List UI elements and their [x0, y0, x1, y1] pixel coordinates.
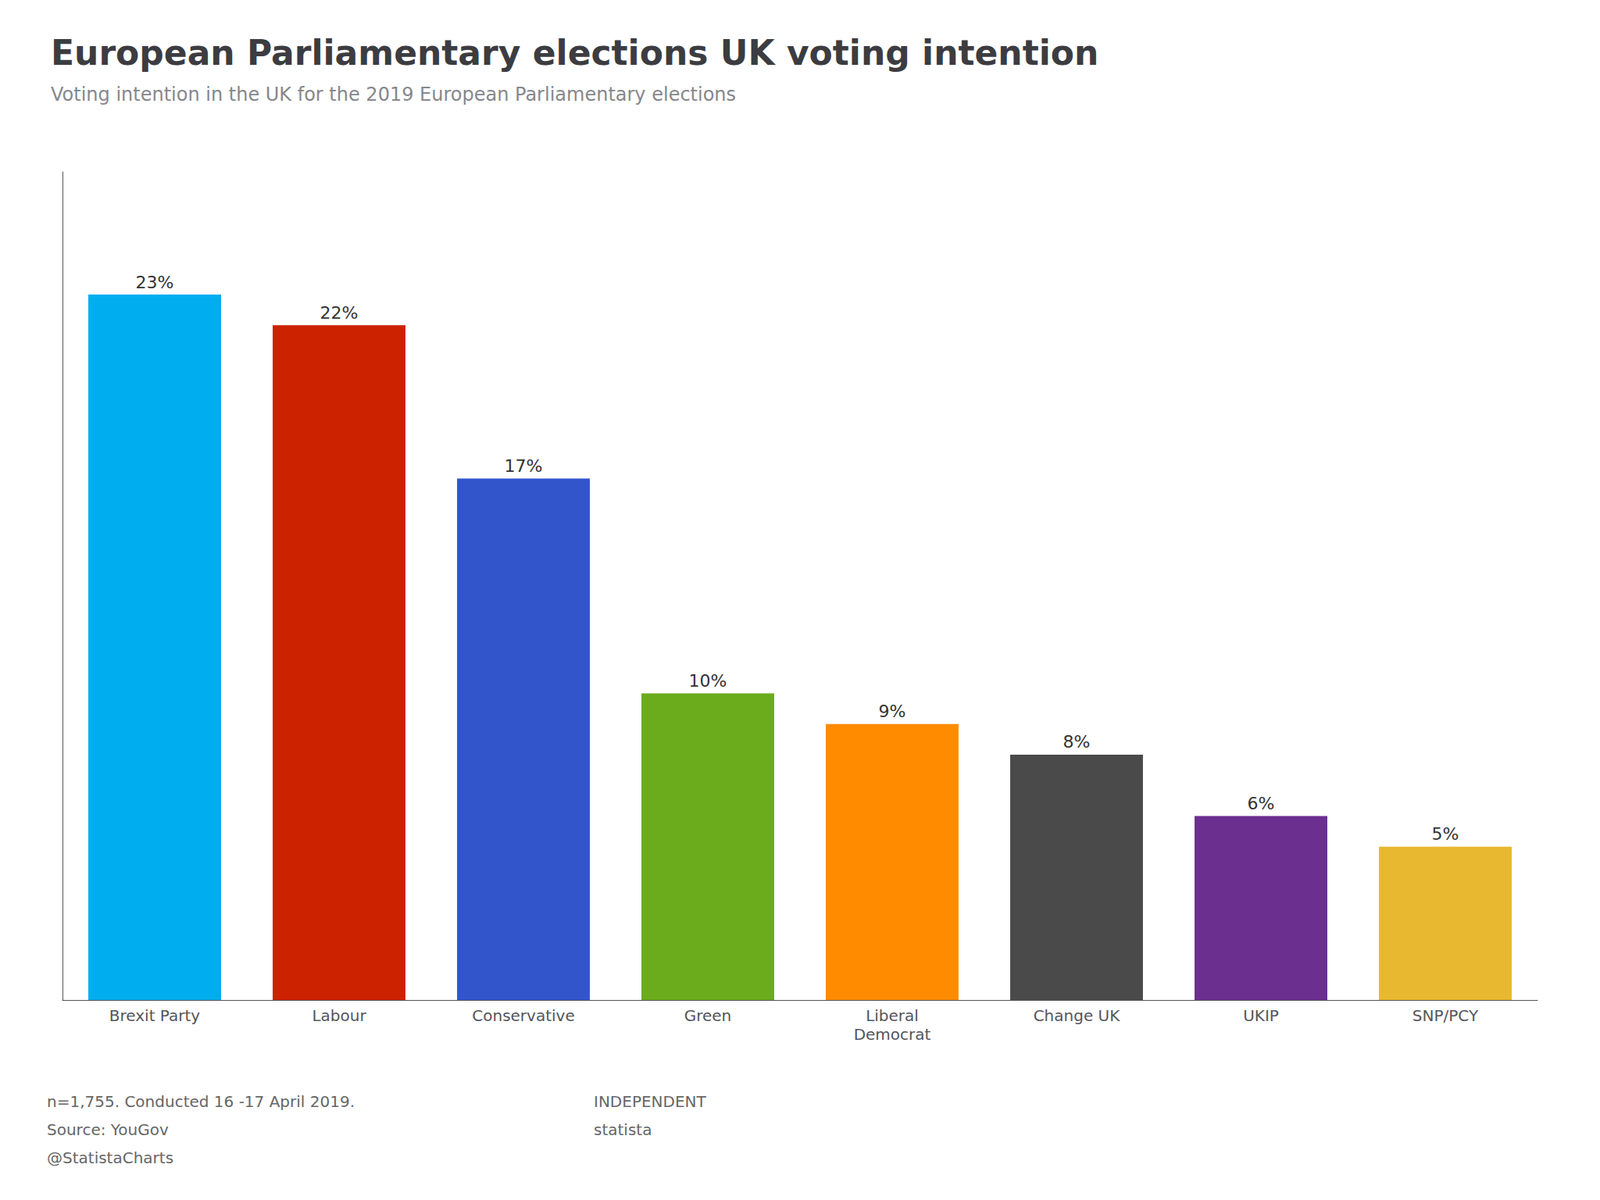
- svg-text:INDEPENDENT: INDEPENDENT: [593, 1092, 708, 1111]
- svg-text:5%: 5%: [1432, 824, 1460, 844]
- svg-text:6%: 6%: [1247, 793, 1275, 814]
- svg-text:@StatistaCharts: @StatistaCharts: [46, 1148, 174, 1168]
- svg-text:Brexit Party: Brexit Party: [109, 1006, 201, 1025]
- svg-text:Green: Green: [684, 1006, 733, 1025]
- svg-text:statista: statista: [593, 1120, 652, 1140]
- svg-text:European Parliamentary electio: European Parliamentary elections UK voti…: [50, 32, 1099, 73]
- svg-text:n=1,755. Conducted 16 -17 Apri: n=1,755. Conducted 16 -17 April 2019.: [46, 1092, 355, 1111]
- svg-text:9%: 9%: [878, 701, 907, 722]
- svg-text:SNP/PCY: SNP/PCY: [1412, 1006, 1479, 1025]
- svg-text:22%: 22%: [320, 303, 359, 323]
- svg-text:Conservative: Conservative: [471, 1006, 575, 1025]
- svg-text:Voting intention in the UK for: Voting intention in the UK for the 2019 …: [50, 83, 736, 106]
- svg-text:UKIP: UKIP: [1242, 1006, 1279, 1025]
- svg-text:17%: 17%: [504, 456, 543, 476]
- svg-text:23%: 23%: [135, 272, 175, 293]
- svg-text:Change UK: Change UK: [1033, 1006, 1122, 1025]
- svg-text:Source: YouGov: Source: YouGov: [46, 1120, 169, 1140]
- svg-text:10%: 10%: [689, 671, 728, 691]
- svg-text:Labour: Labour: [311, 1006, 367, 1025]
- svg-text:Liberal: Liberal: [865, 1006, 919, 1025]
- svg-text:Democrat: Democrat: [853, 1025, 932, 1044]
- svg-text:8%: 8%: [1063, 732, 1091, 752]
